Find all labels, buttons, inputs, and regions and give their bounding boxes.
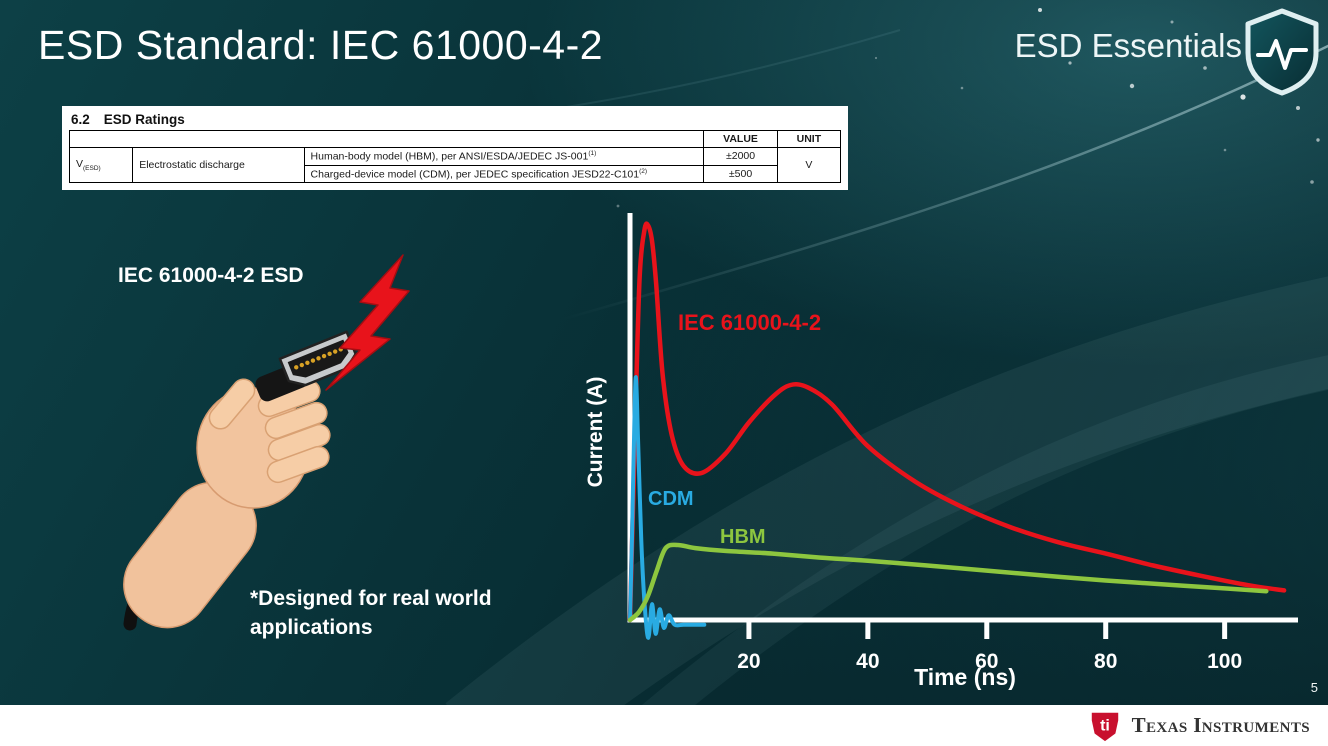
table-row: V(ESD) Electrostatic discharge Human-bod… [68, 147, 842, 183]
ti-bug-letters: ti [1100, 716, 1110, 734]
connector-pins [294, 347, 343, 370]
page-title: ESD Standard: IEC 61000-4-2 [38, 22, 604, 68]
x-axis-label: Time (ns) [914, 664, 1016, 690]
param-symbol-cell: V(ESD) [68, 147, 134, 183]
shield-pulse-icon [1245, 8, 1319, 96]
series-title: ESD Essentials [1014, 27, 1242, 64]
hdmi-connector [278, 330, 357, 387]
y-axis-label: Current (A) [584, 376, 607, 488]
unit-cell: V [776, 147, 842, 183]
section-number: 6.2 [71, 112, 90, 127]
connector-boot [255, 362, 309, 402]
hbm-curve [627, 542, 1269, 623]
ti-wordmark: Texas Instruments [1131, 713, 1310, 737]
x-tick-label: 20 [737, 650, 760, 673]
iec-curve-label: IEC 61000-4-2 [678, 310, 822, 335]
hbm-footnote: (1) [588, 150, 597, 157]
ratings-table-container: 6.2 ESD Ratings VALUE UNIT V(ESD) Electro… [62, 106, 848, 190]
param-symbol: V [76, 157, 84, 170]
ratings-section-heading: 6.2 ESD Ratings [71, 112, 841, 127]
cdm-description-cell: Charged-device model (CDM), per JEDEC sp… [303, 164, 705, 183]
x-tick-label: 100 [1207, 650, 1242, 673]
cdm-description: Charged-device model (CDM), per JEDEC sp… [310, 168, 640, 180]
esd-ratings-table: VALUE UNIT V(ESD) Electrostatic discharg… [68, 130, 842, 183]
column-header-unit: UNIT [776, 130, 842, 148]
table-header-row: VALUE UNIT [68, 130, 842, 148]
cdm-value-cell: ±500 [703, 164, 778, 183]
param-subscript: (ESD) [83, 165, 101, 173]
lightning-bolt-icon [325, 254, 410, 391]
palm [196, 387, 310, 509]
param-name-cell: Electrostatic discharge [132, 147, 305, 183]
hbm-description: Human-body model (HBM), per ANSI/ESDA/JE… [310, 150, 589, 163]
footer-bar: ti Texas Instruments [0, 705, 1328, 746]
hbm-value-cell: ±2000 [703, 147, 778, 166]
hbm-description-cell: Human-body model (HBM), per ANSI/ESDA/JE… [303, 147, 705, 166]
page-number: 5 [1310, 680, 1318, 695]
table-row: Charged-device model (CDM), per JEDEC sp… [70, 164, 841, 183]
cdm-footnote: (2) [639, 167, 648, 175]
note-line-1: *Designed for real world [250, 587, 492, 610]
cdm-curve-label: CDM [648, 488, 694, 510]
section-title: ESD Ratings [103, 112, 185, 127]
note-line-2: applications [250, 616, 373, 640]
iec-esd-caption: IEC 61000-4-2 ESD [118, 264, 304, 287]
thumb [208, 378, 256, 430]
hbm-curve-label: HBM [720, 526, 766, 548]
iec-curve [627, 221, 1287, 623]
blank-header-cell [68, 130, 705, 148]
ti-bug-icon: ti [1091, 712, 1118, 741]
fingers [257, 379, 331, 484]
column-header-value: VALUE [703, 130, 778, 148]
x-tick-label: 80 [1094, 650, 1117, 673]
designed-note: *Designed for real world applications [250, 584, 492, 643]
forearm [123, 481, 257, 629]
